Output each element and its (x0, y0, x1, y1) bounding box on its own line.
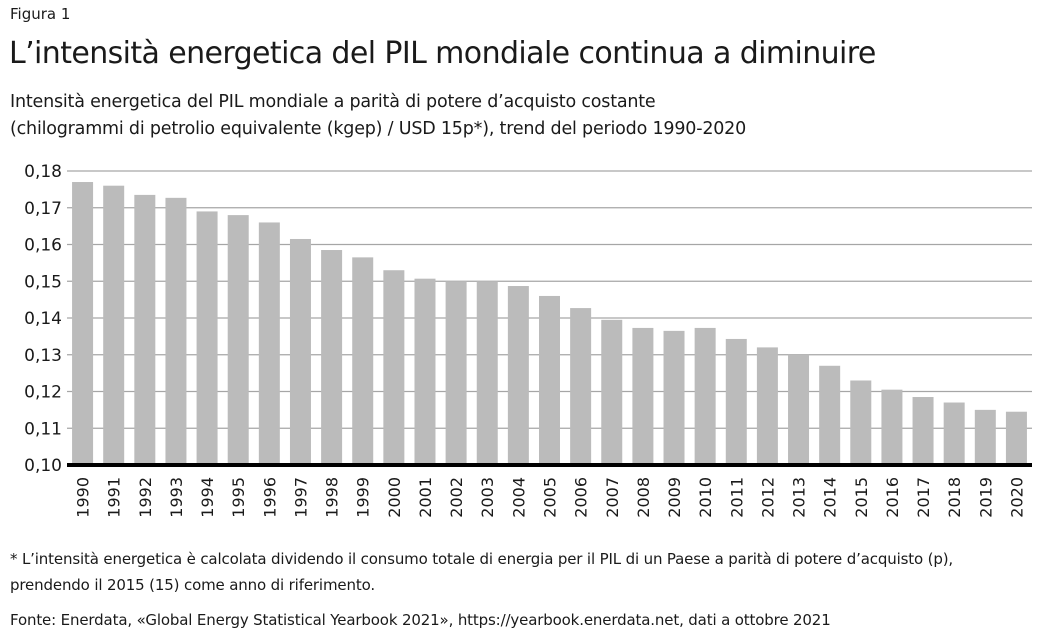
y-tick-label: 0,15 (24, 272, 62, 292)
bar-2020 (1005, 411, 1027, 465)
x-tick-label: 2004 (509, 477, 528, 518)
y-tick-label: 0,13 (24, 346, 62, 366)
bar-1997 (289, 238, 311, 465)
x-tick-label: 1990 (74, 477, 93, 518)
bar-2011 (725, 338, 747, 465)
bar-2004 (507, 286, 529, 465)
x-tick-label: 2012 (758, 477, 777, 518)
bar-2016 (881, 389, 903, 465)
bar-2010 (694, 327, 716, 465)
y-tick-label: 0,17 (24, 199, 62, 219)
chart-title: L’intensità energetica del PIL mondiale … (9, 36, 876, 71)
bar-1994 (196, 211, 218, 465)
x-tick-label: 2002 (447, 477, 466, 518)
x-tick-label: 2001 (416, 477, 435, 518)
x-tick-label: 1998 (323, 477, 342, 518)
x-tick-label: 1995 (229, 477, 248, 518)
x-tick-label: 2008 (634, 477, 653, 518)
bar-2008 (632, 327, 654, 465)
bar-2006 (570, 308, 592, 465)
x-tick-label: 2003 (478, 477, 497, 518)
y-tick-label: 0,18 (24, 162, 62, 182)
x-tick-label: 2007 (603, 477, 622, 518)
x-tick-label: 1994 (198, 477, 217, 518)
bar-2002 (445, 281, 467, 465)
bar-2000 (383, 270, 405, 465)
y-tick-label: 0,11 (24, 419, 62, 439)
x-tick-label: 2010 (696, 477, 715, 518)
x-tick-label: 2016 (883, 477, 902, 518)
chart-subtitle: Intensità energetica del PIL mondiale a … (10, 89, 746, 143)
bar-1990 (72, 182, 94, 465)
y-tick-label: 0,16 (24, 236, 62, 256)
bar-2018 (943, 402, 965, 465)
x-tick-label: 2005 (541, 477, 560, 518)
x-tick-label: 1993 (167, 477, 186, 518)
y-axis-ticks: 0,10 0,11 0,12 0,13 0,14 0,15 0,16 0,17 0,18 (24, 162, 62, 476)
footnote-line-2: prendendo il 2015 (15) come anno di rife… (10, 576, 375, 594)
subtitle-line-2: (chilogrammi di petrolio equivalente (kg… (10, 119, 747, 139)
bar-chart: 0,10 0,11 0,12 0,13 0,14 0,15 0,16 0,17 0,18 199… (24, 162, 1032, 518)
x-tick-label: 1996 (260, 477, 279, 518)
bar-2005 (539, 295, 560, 465)
x-tick-label: 2011 (727, 477, 746, 518)
x-tick-label: 2006 (572, 477, 591, 518)
x-tick-label: 2020 (1007, 477, 1026, 518)
footnote-line-1: * L’intensità energetica è calcolata div… (10, 550, 954, 568)
bar-2013 (788, 354, 810, 465)
bar-2017 (912, 397, 934, 465)
y-tick-label: 0,10 (24, 456, 62, 476)
source-note: Fonte: Enerdata, «Global Energy Statisti… (10, 611, 831, 629)
x-tick-label: 2013 (790, 477, 809, 518)
bar-2012 (756, 347, 778, 465)
x-tick-label: 1991 (105, 477, 124, 518)
x-tick-label: 2000 (385, 477, 404, 518)
bar-2003 (476, 281, 498, 465)
x-tick-label: 2018 (945, 477, 964, 518)
y-tick-label: 0,14 (24, 309, 62, 329)
footnote: * L’intensità energetica è calcolata div… (10, 546, 953, 598)
bar-1993 (165, 197, 187, 465)
x-tick-label: 2015 (852, 477, 871, 518)
bar-2015 (850, 380, 872, 465)
x-tick-label: 1997 (291, 477, 310, 518)
subtitle-line-1: Intensità energetica del PIL mondiale a … (10, 92, 656, 112)
bar-1998 (321, 250, 343, 465)
x-axis-ticks: 1990 1991 1992 1993 1994 1995 1996 1997 1998 1999… (74, 477, 1027, 518)
x-tick-label: 1992 (136, 477, 155, 518)
bars (72, 182, 1027, 465)
x-tick-label: 2017 (914, 477, 933, 518)
x-tick-label: 2014 (821, 477, 840, 518)
x-tick-label: 1999 (354, 477, 373, 518)
bar-2019 (974, 409, 996, 465)
x-tick-label: 2019 (976, 477, 995, 518)
bar-2014 (819, 365, 841, 465)
figure-label: Figura 1 (10, 5, 71, 23)
bar-2007 (601, 319, 623, 465)
x-tick-label: 2009 (665, 477, 684, 518)
bar-1991 (103, 185, 125, 465)
bar-1999 (352, 257, 374, 465)
bar-1996 (258, 222, 280, 465)
bar-2001 (414, 278, 436, 465)
y-tick-label: 0,12 (24, 383, 62, 403)
bar-1992 (134, 194, 156, 465)
bar-2009 (663, 330, 685, 465)
bar-1995 (227, 215, 249, 465)
